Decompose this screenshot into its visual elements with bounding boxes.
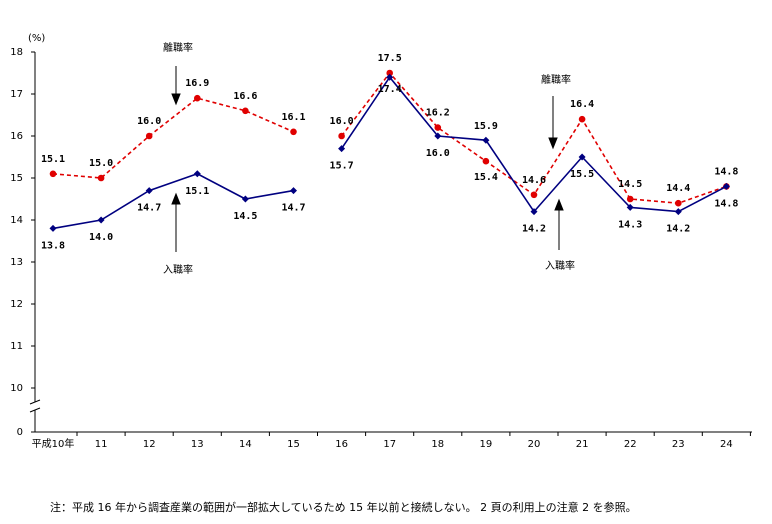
marker bbox=[97, 216, 105, 224]
value-label: 14.2 bbox=[522, 224, 546, 235]
y-unit: (%) bbox=[28, 33, 45, 44]
arrows bbox=[171, 66, 564, 252]
marker bbox=[49, 224, 57, 232]
value-label: 16.0 bbox=[330, 116, 354, 127]
value-label: 14.4 bbox=[666, 183, 690, 194]
value-label: 14.5 bbox=[233, 211, 257, 222]
value-label: 16.9 bbox=[185, 78, 209, 89]
marker bbox=[386, 73, 394, 81]
x-tick-label: 15 bbox=[287, 439, 300, 450]
marker bbox=[674, 208, 682, 216]
marker bbox=[338, 145, 346, 153]
marker bbox=[290, 128, 297, 136]
x-tick-label: 20 bbox=[528, 439, 541, 450]
value-label: 14.7 bbox=[137, 203, 161, 214]
x-tick-label: 16 bbox=[335, 439, 348, 450]
marker bbox=[578, 115, 586, 123]
marker bbox=[194, 94, 201, 102]
marker bbox=[338, 132, 345, 140]
marker bbox=[626, 195, 634, 203]
y-tick-label: 13 bbox=[10, 257, 23, 268]
value-label: 14.3 bbox=[618, 219, 642, 230]
marker bbox=[145, 132, 153, 140]
marker bbox=[434, 132, 442, 140]
value-label: 14.8 bbox=[714, 166, 738, 177]
marker bbox=[675, 199, 682, 207]
x-tick-label: 17 bbox=[383, 439, 396, 450]
value-label: 15.7 bbox=[330, 161, 354, 172]
marker bbox=[97, 174, 105, 182]
marker bbox=[626, 203, 634, 211]
marker bbox=[49, 170, 57, 178]
value-label: 16.2 bbox=[426, 108, 450, 119]
marker bbox=[193, 170, 201, 178]
value-label: 17.4 bbox=[378, 84, 402, 95]
annotation: 離職率 bbox=[541, 73, 571, 86]
axis-break-gap bbox=[30, 402, 40, 410]
y-tick-label: 10 bbox=[10, 383, 23, 394]
y-tick-label: 16 bbox=[10, 131, 23, 142]
marker bbox=[482, 136, 490, 144]
y-tick-label: 12 bbox=[10, 299, 23, 310]
series-line bbox=[52, 172, 294, 230]
marker bbox=[386, 69, 394, 77]
y-tick-label: 14 bbox=[10, 215, 23, 226]
annotation: 入職率 bbox=[163, 263, 193, 276]
marker bbox=[530, 208, 538, 216]
x-tick-label: 19 bbox=[480, 439, 493, 450]
value-label: 14.0 bbox=[89, 232, 113, 243]
value-label: 14.6 bbox=[522, 175, 546, 186]
marker bbox=[242, 107, 249, 115]
marker bbox=[530, 191, 538, 199]
y-tick-label: 11 bbox=[10, 341, 23, 352]
y-tick-label: 18 bbox=[10, 47, 23, 58]
value-label: 15.4 bbox=[474, 172, 498, 183]
value-label: 16.1 bbox=[281, 112, 305, 123]
value-label: 14.7 bbox=[281, 203, 305, 214]
x-tick-label: 11 bbox=[95, 439, 108, 450]
marker bbox=[241, 195, 249, 203]
value-label: 15.1 bbox=[185, 186, 209, 197]
value-label: 16.0 bbox=[426, 148, 450, 159]
value-label: 14.8 bbox=[714, 198, 738, 209]
x-tick-label: 13 bbox=[191, 439, 204, 450]
y-tick-label: 15 bbox=[10, 173, 23, 184]
x-tick-label: 22 bbox=[624, 439, 637, 450]
value-label: 17.5 bbox=[378, 53, 402, 64]
marker bbox=[722, 182, 730, 190]
marker bbox=[290, 187, 297, 195]
x-tick-label: 平成10年 bbox=[32, 437, 75, 450]
x-tick-label: 21 bbox=[576, 439, 589, 450]
x-tick-label: 12 bbox=[143, 439, 156, 450]
x-tick-label: 24 bbox=[720, 439, 733, 450]
value-label: 15.1 bbox=[41, 154, 65, 165]
value-label: 16.0 bbox=[137, 116, 161, 127]
marker bbox=[578, 153, 586, 161]
marker bbox=[434, 124, 442, 131]
value-label: 14.5 bbox=[618, 179, 642, 190]
footnote: 注：平成 16 年から調査産業の範囲が一部拡大しているため 15 年以前と接続し… bbox=[50, 500, 637, 514]
y-tick-label: 17 bbox=[10, 89, 23, 100]
value-label: 16.4 bbox=[570, 99, 594, 110]
series-line bbox=[52, 97, 294, 179]
value-label: 13.8 bbox=[41, 240, 65, 251]
annotation: 離職率 bbox=[163, 41, 193, 54]
value-label: 16.6 bbox=[233, 91, 257, 102]
value-label: 15.5 bbox=[570, 169, 594, 180]
annotation: 入職率 bbox=[545, 259, 575, 272]
x-tick-label: 23 bbox=[672, 439, 685, 450]
marker bbox=[482, 157, 490, 165]
axis-break bbox=[29, 399, 41, 413]
y-tick-label: 0 bbox=[17, 427, 23, 438]
value-label: 15.0 bbox=[89, 158, 113, 169]
x-tick-label: 14 bbox=[239, 439, 252, 450]
x-tick-label: 18 bbox=[431, 439, 444, 450]
marker bbox=[145, 187, 153, 195]
value-label: 14.2 bbox=[666, 224, 690, 235]
value-label: 15.9 bbox=[474, 121, 498, 132]
